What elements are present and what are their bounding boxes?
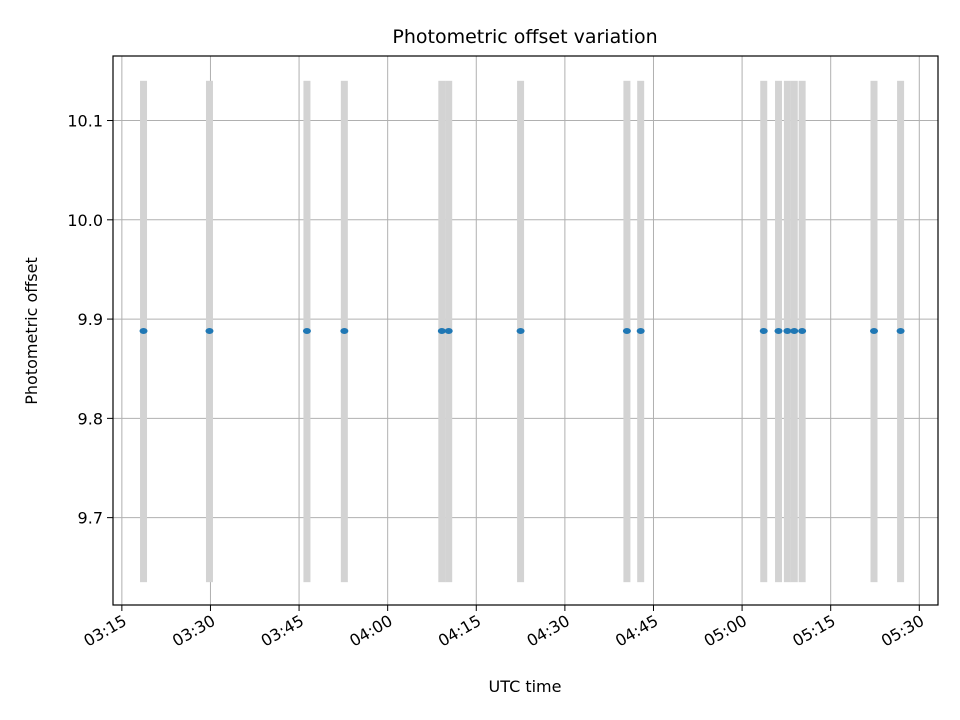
y-axis-label: Photometric offset <box>22 257 41 405</box>
data-point <box>437 327 446 334</box>
data-points <box>139 327 905 334</box>
data-point <box>774 327 783 334</box>
data-point <box>783 327 792 334</box>
data-point <box>870 327 879 334</box>
y-tick-label: 9.7 <box>78 509 103 528</box>
y-tick-label: 10.0 <box>67 211 103 230</box>
chart-title: Photometric offset variation <box>392 26 657 48</box>
y-tick-label: 9.9 <box>78 310 103 329</box>
plot-frame <box>112 55 939 606</box>
data-point <box>759 327 768 334</box>
data-point <box>636 327 645 334</box>
data-point <box>622 327 631 334</box>
data-point <box>444 327 453 334</box>
data-point <box>790 327 799 334</box>
data-point <box>896 327 905 334</box>
y-axis-ticks: 9.7 9.8 9.9 10.0 10.1 <box>67 112 113 528</box>
data-point <box>798 327 807 334</box>
data-point <box>139 327 148 334</box>
data-point <box>340 327 349 334</box>
x-axis-label: UTC time <box>489 677 562 696</box>
y-tick-label: 10.1 <box>67 112 103 131</box>
y-tick-label: 9.8 <box>78 409 103 428</box>
data-point <box>205 327 214 334</box>
data-point <box>516 327 525 334</box>
data-point <box>302 327 311 334</box>
